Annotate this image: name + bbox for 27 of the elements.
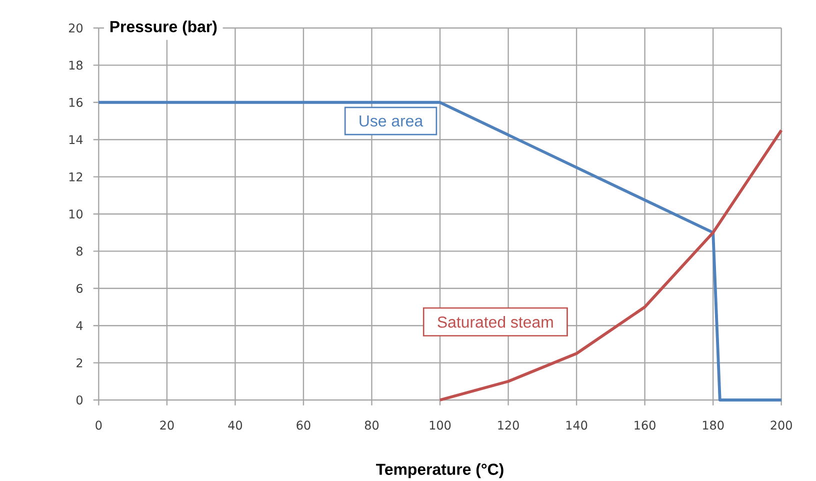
y-tick-label: 18 [69,60,82,70]
y-tick-label: 14 [69,135,83,144]
x-tick-label: 200 [770,420,792,430]
x-tick-label: 80 [364,420,379,430]
y-tick-label: 6 [76,284,83,293]
x-tick-label: 120 [498,420,519,430]
y-tick-label: 0 [76,395,83,404]
x-tick-label: 100 [430,420,451,430]
y-tick-label: 16 [69,98,83,107]
y-axis-title: Pressure (bar) [110,20,217,36]
x-tick-label: 40 [228,420,242,430]
y-tick-label: 2 [76,358,82,368]
text: Saturated steam [438,316,553,328]
line-series [438,128,783,402]
y-tick-label: 12 [69,172,82,182]
y-tick-label: 8 [76,246,82,256]
x-tick-label: 160 [634,420,656,430]
x-tick-label: 180 [702,420,724,430]
y-tick-label: 4 [76,321,83,330]
y-tick-label: 20 [68,23,83,32]
y-tick-label: 10 [69,209,83,218]
x-tick-label: 0 [96,420,102,430]
x-axis-title: Temperature (°C) [376,463,504,478]
x-tick-label: 20 [160,420,174,430]
series-label: Use area [360,115,424,126]
x-tick-label: 60 [296,420,310,430]
x-tick-label: 140 [566,420,588,430]
